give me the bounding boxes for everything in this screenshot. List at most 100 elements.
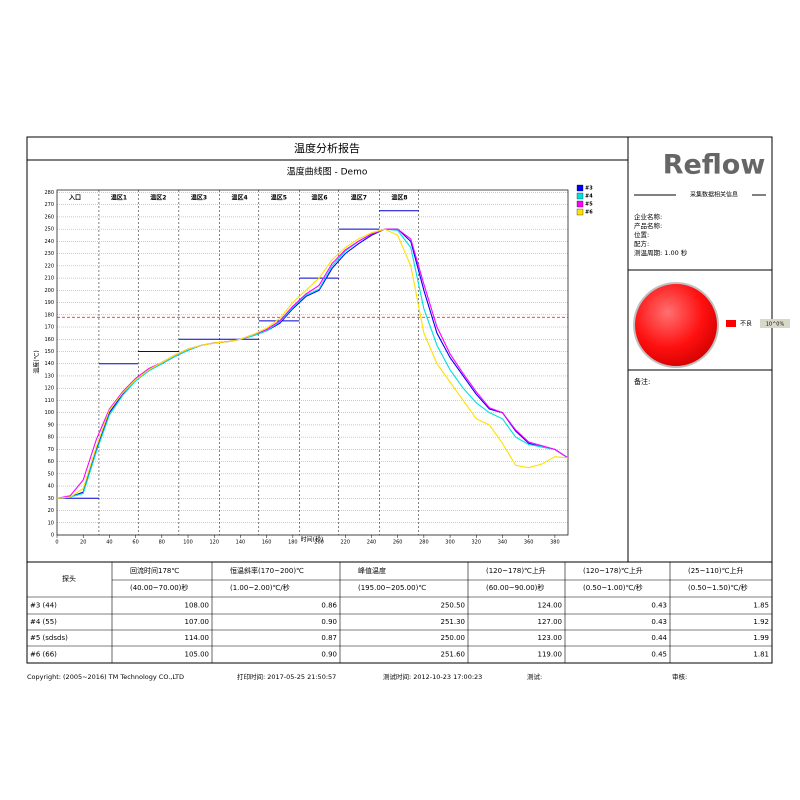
x-tick-label: 220 — [340, 540, 350, 546]
x-tick-label: 180 — [288, 540, 298, 546]
y-tick-label: 70 — [48, 447, 54, 453]
table-range: (40.00~70.00)秒 — [130, 583, 188, 592]
table-cell: 250.50 — [441, 602, 466, 610]
table-cell: 124.00 — [538, 602, 563, 610]
info-field: 位置: — [634, 230, 649, 239]
x-tick-label: 0 — [55, 540, 58, 546]
y-tick-label: 180 — [44, 312, 54, 318]
y-tick-label: 150 — [44, 349, 54, 355]
y-tick-label: 210 — [44, 276, 54, 282]
footer-text: 打印时间: 2017-05-25 21:50:57 — [237, 672, 336, 681]
y-tick-label: 230 — [44, 251, 54, 257]
legend-label: #6 — [585, 210, 593, 216]
legend-label: #5 — [585, 202, 593, 208]
table-cell: 114.00 — [185, 634, 210, 642]
plot-frame — [56, 189, 569, 536]
table-range: (0.50~1.50)℃/秒 — [688, 583, 748, 592]
x-tick-label: 160 — [262, 540, 272, 546]
table-cell: 250.00 — [441, 634, 466, 642]
section-title: 采集数据相关信息 — [690, 191, 738, 199]
logo: Reflow — [663, 150, 766, 181]
table-header: (25~110)℃上升 — [688, 566, 743, 575]
table-probe: #4 (55) — [30, 618, 57, 626]
y-tick-label: 140 — [44, 361, 54, 367]
x-tick-label: 380 — [550, 540, 560, 546]
table-cell: 107.00 — [185, 618, 210, 626]
y-tick-label: 200 — [44, 288, 54, 294]
table-cell: 0.44 — [651, 634, 667, 642]
info-field: 测温周期: 1.00 秒 — [634, 248, 688, 257]
x-tick-label: 260 — [393, 540, 403, 546]
table-probe: #3 (44) — [30, 602, 57, 610]
table-header: (120~178)℃上升 — [583, 566, 643, 575]
y-tick-label: 10 — [48, 520, 54, 526]
footer-text: Copyright: (2005~2016) TM Technology CO.… — [27, 673, 184, 681]
info-field: 企业名称: — [634, 212, 662, 221]
status-label: 不良 — [740, 320, 752, 328]
y-tick-label: 170 — [44, 325, 54, 331]
x-tick-label: 140 — [236, 540, 246, 546]
table-header: 恒温斜率(170~200)℃ — [230, 566, 304, 575]
chart-title: 温度曲线图 - Demo — [287, 166, 368, 178]
status-swatch — [726, 320, 736, 327]
table-cell: 1.99 — [753, 634, 769, 642]
x-tick-label: 360 — [524, 540, 534, 546]
y-tick-label: 110 — [44, 398, 54, 404]
y-tick-label: 120 — [44, 386, 54, 392]
info-field: 配方: — [634, 239, 649, 248]
zone-label: 温区8 — [391, 194, 407, 202]
x-tick-label: 60 — [132, 540, 138, 546]
x-tick-label: 40 — [106, 540, 112, 546]
x-tick-label: 320 — [472, 540, 482, 546]
zone-label: 温区6 — [311, 194, 327, 202]
zone-label: 温区3 — [191, 194, 207, 202]
y-tick-label: 240 — [44, 239, 54, 245]
table-cell: 0.43 — [651, 602, 667, 610]
table-cell: 0.87 — [321, 634, 337, 642]
y-tick-label: 20 — [48, 508, 54, 514]
x-tick-label: 200 — [314, 540, 324, 546]
zone-label: 温区7 — [351, 194, 367, 202]
x-tick-label: 280 — [419, 540, 429, 546]
y-tick-label: 90 — [48, 422, 54, 428]
table-header: (120~178)℃上升 — [486, 566, 546, 575]
footer-text: 测试时间: 2012-10-23 17:00:23 — [383, 672, 482, 681]
y-tick-label: 60 — [48, 459, 54, 465]
table-range: (195.00~205.00)℃ — [358, 584, 426, 592]
zone-label: 温区2 — [150, 194, 166, 202]
legend-label: #3 — [585, 186, 593, 192]
y-tick-label: 40 — [48, 484, 54, 490]
table-cell: 105.00 — [185, 651, 210, 659]
x-axis-label: 时间(秒) — [301, 536, 324, 544]
y-tick-label: 0 — [51, 533, 54, 539]
y-tick-label: 270 — [44, 202, 54, 208]
legend-swatch — [576, 184, 584, 192]
x-tick-label: 80 — [159, 540, 165, 546]
y-tick-label: 80 — [48, 435, 54, 441]
table-header: 峰值温度 — [358, 566, 386, 575]
y-tick-label: 50 — [48, 471, 54, 477]
table-cell: 0.86 — [321, 602, 337, 610]
table-probe: #6 (66) — [30, 651, 57, 659]
table-cell: 119.00 — [538, 651, 563, 659]
y-tick-label: 250 — [44, 227, 54, 233]
table-cell: 127.00 — [538, 618, 563, 626]
legend-label: #4 — [585, 194, 593, 200]
series-line — [56, 228, 569, 499]
legend-swatch — [576, 208, 584, 216]
x-tick-label: 100 — [183, 540, 193, 546]
table-cell: 251.60 — [441, 651, 466, 659]
zone-label: 入口 — [68, 195, 81, 202]
y-tick-label: 130 — [44, 373, 54, 379]
y-tick-label: 100 — [44, 410, 54, 416]
series-line — [56, 228, 569, 499]
report-frame — [26, 136, 773, 664]
table-cell: 1.92 — [753, 618, 769, 626]
y-tick-label: 160 — [44, 337, 54, 343]
table-probe: #5 (sdsds) — [30, 634, 68, 642]
zone-label: 温区1 — [111, 194, 127, 202]
table-range: (1.00~2.00)℃/秒 — [230, 583, 290, 592]
footer-text: 测试: — [527, 672, 542, 681]
table-cell: 108.00 — [185, 602, 210, 610]
